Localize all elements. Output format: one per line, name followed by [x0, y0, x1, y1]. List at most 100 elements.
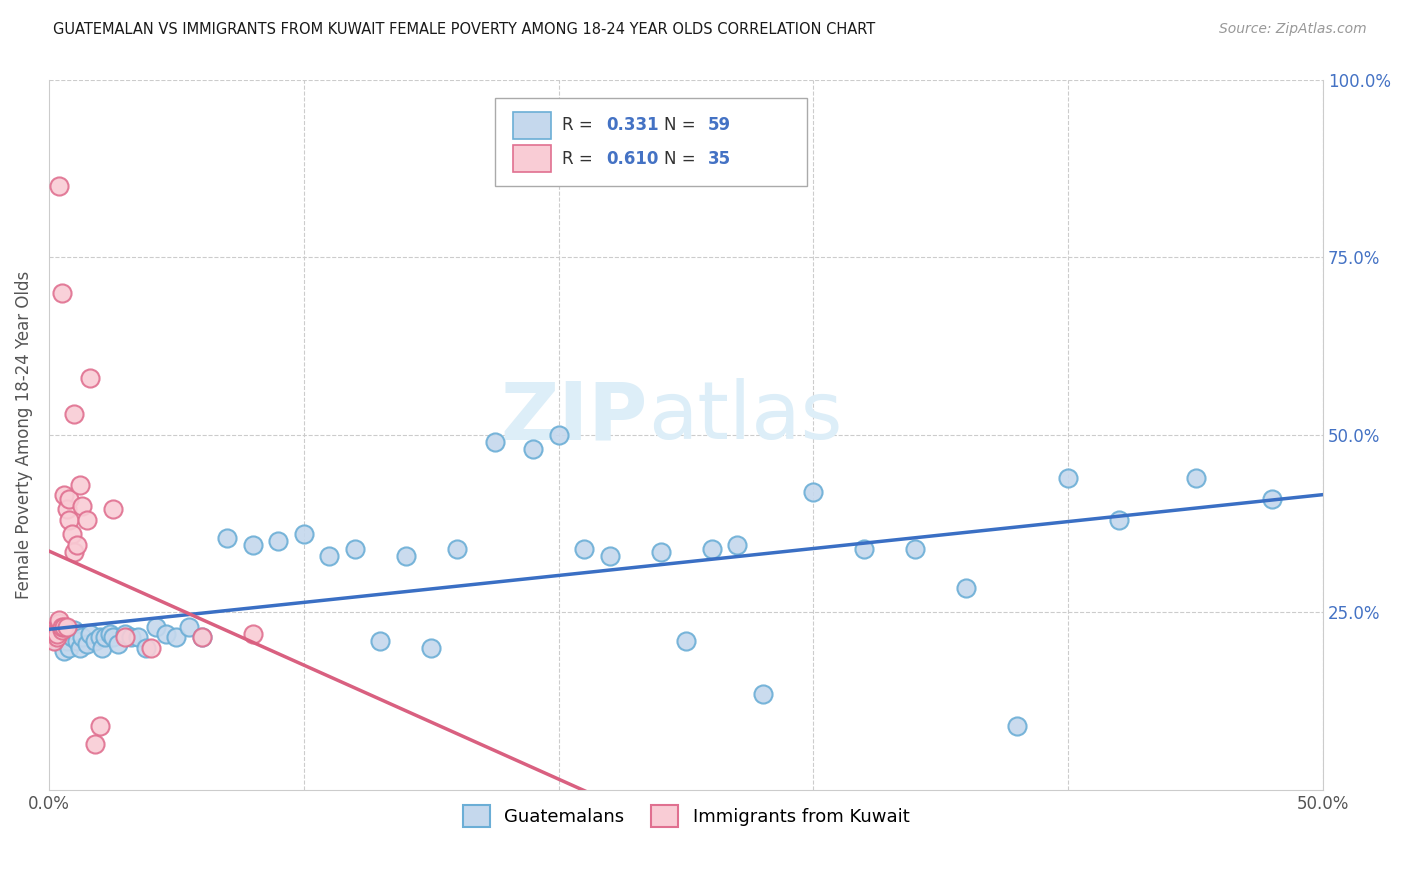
Point [217, 531, 239, 545]
Point [1261, 491, 1284, 506]
Point [89, 719, 111, 733]
Point [446, 541, 468, 556]
Point [76, 513, 98, 527]
Point [114, 626, 136, 640]
Point [45, 623, 67, 637]
Point [395, 549, 418, 563]
Text: 59: 59 [707, 117, 731, 135]
Point [58, 513, 80, 527]
Point [292, 527, 315, 541]
Point [120, 630, 142, 644]
Point [700, 541, 723, 556]
Point [242, 626, 264, 640]
Text: 35: 35 [707, 150, 731, 168]
Text: R =: R = [562, 117, 599, 135]
Point [48, 616, 70, 631]
Point [572, 541, 595, 556]
Point [343, 541, 366, 556]
Legend: Guatemalans, Immigrants from Kuwait: Guatemalans, Immigrants from Kuwait [456, 797, 917, 834]
Point [101, 502, 124, 516]
Point [725, 538, 748, 552]
Point [56, 633, 79, 648]
Point [101, 630, 124, 644]
Point [145, 619, 167, 633]
Point [41, 626, 63, 640]
Point [107, 637, 129, 651]
Point [69, 640, 91, 655]
Point [98, 626, 121, 640]
Point [242, 538, 264, 552]
Point [51, 623, 73, 637]
Point [63, 407, 86, 421]
Point [853, 541, 876, 556]
Point [66, 633, 89, 648]
Point [42, 626, 65, 640]
Point [60, 527, 83, 541]
Text: ZIP: ZIP [501, 378, 648, 456]
Point [60, 630, 83, 644]
Point [51, 285, 73, 300]
Point [1184, 470, 1206, 484]
Point [83, 737, 105, 751]
Point [420, 640, 443, 655]
Point [45, 626, 67, 640]
Text: N =: N = [665, 117, 702, 135]
Point [803, 484, 825, 499]
Point [155, 626, 177, 640]
Point [69, 477, 91, 491]
Text: Source: ZipAtlas.com: Source: ZipAtlas.com [1219, 22, 1367, 37]
Point [53, 644, 76, 658]
Point [135, 640, 157, 655]
Point [48, 630, 70, 644]
Point [114, 630, 136, 644]
Point [83, 633, 105, 648]
Point [53, 488, 76, 502]
Point [955, 581, 977, 595]
Point [751, 687, 773, 701]
Point [58, 491, 80, 506]
Point [66, 538, 89, 552]
Point [191, 630, 214, 644]
Point [79, 371, 101, 385]
Point [70, 630, 93, 644]
Text: GUATEMALAN VS IMMIGRANTS FROM KUWAIT FEMALE POVERTY AMONG 18-24 YEAR OLDS CORREL: GUATEMALAN VS IMMIGRANTS FROM KUWAIT FEM… [53, 22, 876, 37]
Point [267, 534, 290, 549]
Point [45, 630, 67, 644]
FancyBboxPatch shape [513, 112, 551, 139]
Point [599, 549, 621, 563]
Point [41, 630, 63, 644]
Text: atlas: atlas [648, 378, 842, 456]
Text: 0.610: 0.610 [606, 150, 658, 168]
Point [904, 541, 927, 556]
Point [1057, 470, 1080, 484]
FancyBboxPatch shape [513, 145, 551, 172]
Point [56, 502, 79, 516]
Point [191, 630, 214, 644]
Point [139, 640, 162, 655]
Point [79, 626, 101, 640]
Point [63, 623, 86, 637]
Point [70, 499, 93, 513]
FancyBboxPatch shape [495, 98, 807, 186]
Point [179, 619, 201, 633]
Point [675, 633, 697, 648]
Point [547, 428, 569, 442]
Point [53, 619, 76, 633]
Point [94, 630, 117, 644]
Point [63, 545, 86, 559]
Point [165, 630, 187, 644]
Point [1007, 719, 1029, 733]
Point [48, 179, 70, 194]
Point [51, 619, 73, 633]
Point [51, 623, 73, 637]
Point [1108, 513, 1130, 527]
Y-axis label: Female Poverty Among 18-24 Year Olds: Female Poverty Among 18-24 Year Olds [15, 271, 32, 599]
Point [42, 630, 65, 644]
Point [42, 623, 65, 637]
Point [368, 633, 391, 648]
Point [91, 640, 114, 655]
Point [318, 549, 340, 563]
Text: R =: R = [562, 150, 599, 168]
Point [127, 630, 149, 644]
Point [56, 619, 79, 633]
